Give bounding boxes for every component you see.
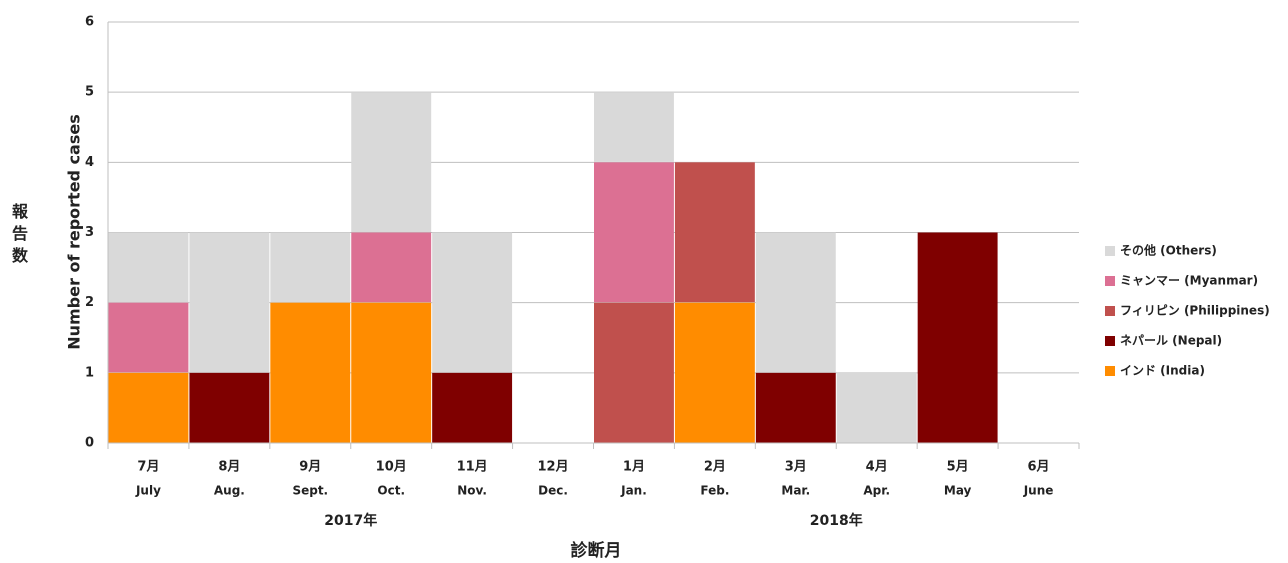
- x-tick-label: 5月: [947, 460, 969, 475]
- x-tick-label-en: Dec.: [538, 484, 568, 498]
- x-tick-label-en: Jan.: [620, 484, 647, 498]
- bar-segment: [351, 302, 432, 443]
- x-tick-label: 6月: [1028, 460, 1050, 475]
- x-tick-label-en: May: [944, 484, 972, 498]
- y-tick-label: 6: [85, 15, 94, 30]
- bar-segment: [108, 232, 189, 303]
- x-tick-label-en: Apr.: [863, 484, 890, 498]
- x-tick-label-en: Mar.: [781, 484, 810, 498]
- bar-segment: [674, 302, 755, 443]
- x-tick-label-en: Sept.: [292, 484, 328, 498]
- bar-segment: [351, 92, 432, 233]
- legend-label: ミャンマー (Myanmar): [1120, 274, 1258, 288]
- legend-swatch: [1105, 336, 1115, 346]
- bar-segment: [432, 372, 513, 443]
- y-tick-label: 1: [85, 365, 94, 380]
- y-tick-label: 0: [85, 436, 94, 451]
- x-tick-label: 4月: [866, 460, 888, 475]
- bar-segment: [432, 232, 513, 373]
- bar-segment: [594, 302, 674, 443]
- x-tick-label: 7月: [137, 460, 159, 475]
- bar-segment: [755, 372, 836, 443]
- legend-label: インド (India): [1120, 364, 1205, 378]
- x-axis-label: 診断月: [571, 540, 622, 561]
- y-axis-label-ja: 報告数: [12, 202, 29, 265]
- x-tick-label: 1月: [623, 460, 645, 475]
- x-tick-label: 11月: [457, 460, 488, 475]
- bar-segment: [594, 92, 674, 162]
- bar-segment: [351, 232, 432, 303]
- legend-swatch: [1105, 246, 1115, 256]
- legend-swatch: [1105, 276, 1115, 286]
- legend-label: フィリピン (Philippines): [1120, 304, 1270, 318]
- x-tick-label: 12月: [537, 460, 568, 475]
- x-tick-label-en: Oct.: [377, 484, 405, 498]
- bar-segment: [674, 162, 755, 303]
- x-tick-label: 3月: [785, 460, 807, 475]
- x-tick-label-en: July: [135, 484, 161, 498]
- legend-swatch: [1105, 366, 1115, 376]
- bar-segment: [594, 162, 674, 303]
- bar-segment: [270, 232, 351, 303]
- year-label: 2018年: [810, 512, 863, 529]
- bar-segment: [108, 302, 189, 373]
- bar-segment: [189, 372, 270, 443]
- x-tick-label-en: Feb.: [700, 484, 729, 498]
- bar-segment: [108, 372, 189, 443]
- y-tick-label: 3: [85, 225, 94, 240]
- y-tick-label: 4: [85, 155, 94, 170]
- bar-segment: [270, 302, 351, 443]
- bar-segment: [917, 232, 998, 443]
- x-tick-label: 10月: [376, 460, 407, 475]
- legend-label: その他 (Others): [1120, 243, 1217, 258]
- legend-label: ネパール (Nepal): [1120, 334, 1222, 348]
- y-axis-label: Number of reported cases: [65, 114, 84, 350]
- y-tick-label: 5: [85, 85, 94, 100]
- x-tick-label-en: June: [1023, 484, 1054, 498]
- year-label: 2017年: [324, 512, 377, 529]
- bar-segment: [836, 372, 917, 443]
- bar-segment: [755, 232, 836, 373]
- bar-segment: [189, 232, 270, 373]
- x-tick-label: 9月: [299, 460, 321, 475]
- y-tick-label: 2: [85, 295, 94, 310]
- x-tick-label-en: Nov.: [457, 484, 487, 498]
- x-tick-label: 8月: [218, 460, 240, 475]
- x-tick-label: 2月: [704, 460, 726, 475]
- x-tick-label-en: Aug.: [214, 484, 245, 498]
- legend-swatch: [1105, 306, 1115, 316]
